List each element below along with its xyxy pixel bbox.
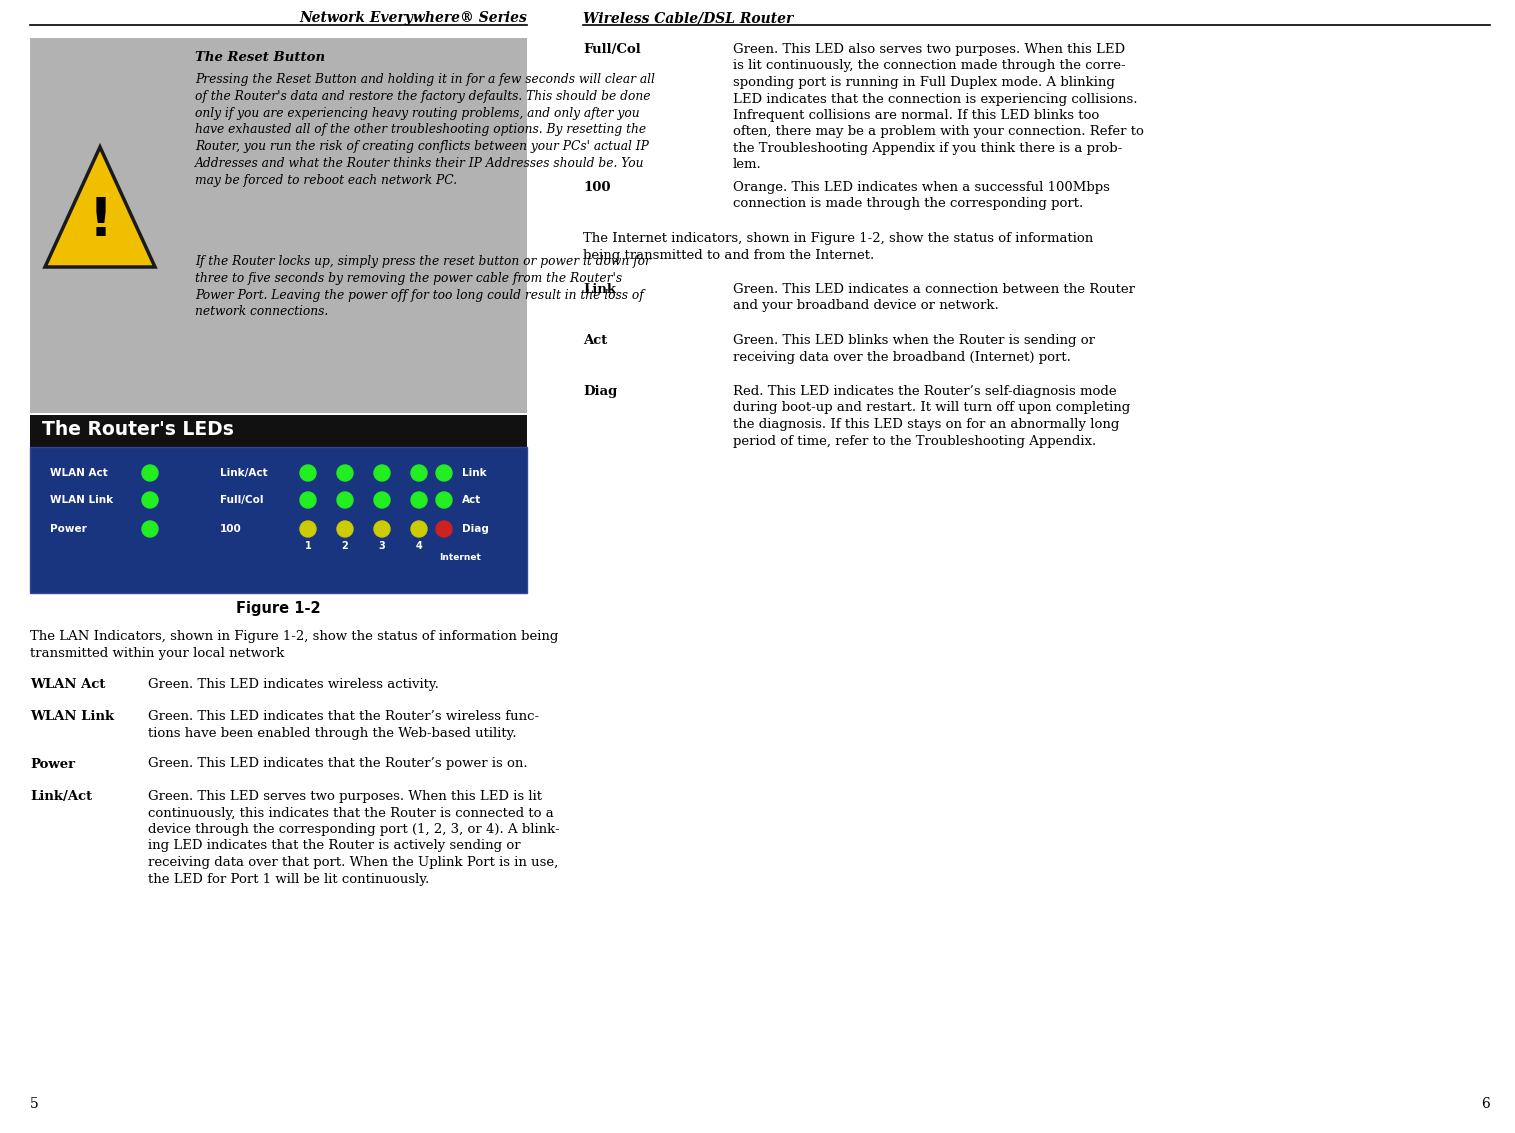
Circle shape	[411, 465, 427, 482]
Circle shape	[300, 521, 317, 537]
Text: Green. This LED serves two purposes. When this LED is lit
continuously, this ind: Green. This LED serves two purposes. Whe…	[148, 790, 559, 886]
Text: The Reset Button: The Reset Button	[195, 51, 326, 63]
Text: WLAN Act: WLAN Act	[50, 468, 108, 478]
Text: Green. This LED indicates that the Router’s wireless func-
tions have been enabl: Green. This LED indicates that the Route…	[148, 710, 539, 740]
Text: 3: 3	[379, 540, 385, 551]
Text: The Router's LEDs: The Router's LEDs	[42, 420, 233, 438]
Text: 6: 6	[1482, 1097, 1489, 1111]
Text: Full/Col: Full/Col	[220, 495, 264, 505]
Text: Link/Act: Link/Act	[30, 790, 92, 803]
Text: The LAN Indicators, shown in Figure 1-2, show the status of information being
tr: The LAN Indicators, shown in Figure 1-2,…	[30, 630, 559, 659]
Circle shape	[436, 521, 451, 537]
Text: Green. This LED indicates a connection between the Router
and your broadband dev: Green. This LED indicates a connection b…	[733, 283, 1135, 313]
Text: Green. This LED indicates that the Router’s power is on.: Green. This LED indicates that the Route…	[148, 758, 527, 770]
FancyBboxPatch shape	[30, 415, 527, 448]
Text: 1: 1	[305, 540, 312, 551]
Circle shape	[300, 492, 317, 508]
Text: Act: Act	[462, 495, 482, 505]
Text: Power: Power	[30, 758, 76, 770]
Text: WLAN Act: WLAN Act	[30, 678, 106, 691]
Circle shape	[336, 521, 353, 537]
Circle shape	[374, 465, 389, 482]
Circle shape	[374, 521, 389, 537]
Circle shape	[336, 465, 353, 482]
Text: Internet: Internet	[439, 553, 480, 562]
Circle shape	[142, 521, 158, 537]
Circle shape	[436, 465, 451, 482]
Text: Diag: Diag	[462, 523, 489, 534]
Text: Green. This LED also serves two purposes. When this LED
is lit continuously, the: Green. This LED also serves two purposes…	[733, 43, 1144, 171]
Text: WLAN Link: WLAN Link	[30, 710, 114, 724]
Circle shape	[142, 465, 158, 482]
Circle shape	[436, 492, 451, 508]
Text: Link/Act: Link/Act	[220, 468, 268, 478]
Circle shape	[336, 492, 353, 508]
Text: Power: Power	[50, 523, 86, 534]
Text: WLAN Link: WLAN Link	[50, 495, 114, 505]
Text: Green. This LED indicates wireless activity.: Green. This LED indicates wireless activ…	[148, 678, 439, 691]
Text: If the Router locks up, simply press the reset button or power it down for
three: If the Router locks up, simply press the…	[195, 255, 651, 318]
Text: Diag: Diag	[583, 385, 617, 398]
Text: Network Everywhere® Series: Network Everywhere® Series	[300, 11, 527, 25]
Text: Orange. This LED indicates when a successful 100Mbps
connection is made through : Orange. This LED indicates when a succes…	[733, 181, 1110, 211]
Circle shape	[411, 492, 427, 508]
FancyBboxPatch shape	[30, 448, 527, 593]
Text: 5: 5	[30, 1097, 39, 1111]
Text: The Internet indicators, shown in Figure 1-2, show the status of information
bei: The Internet indicators, shown in Figure…	[583, 232, 1094, 262]
Text: Link: Link	[583, 283, 617, 296]
Text: 4: 4	[415, 540, 423, 551]
Text: 100: 100	[220, 523, 242, 534]
Text: Link: Link	[462, 468, 486, 478]
Text: 2: 2	[341, 540, 348, 551]
Circle shape	[300, 465, 317, 482]
Text: Green. This LED blinks when the Router is sending or
receiving data over the bro: Green. This LED blinks when the Router i…	[733, 334, 1095, 364]
Text: Red. This LED indicates the Router’s self-diagnosis mode
during boot-up and rest: Red. This LED indicates the Router’s sel…	[733, 385, 1130, 448]
Text: Pressing the Reset Button and holding it in for a few seconds will clear all
of : Pressing the Reset Button and holding it…	[195, 73, 654, 187]
Polygon shape	[45, 147, 155, 267]
Circle shape	[374, 492, 389, 508]
Text: Full/Col: Full/Col	[583, 43, 641, 56]
Text: 100: 100	[583, 181, 611, 194]
Text: !: !	[89, 195, 114, 247]
Text: Figure 1-2: Figure 1-2	[236, 600, 320, 616]
FancyBboxPatch shape	[30, 39, 527, 414]
Circle shape	[411, 521, 427, 537]
Text: Act: Act	[583, 334, 608, 347]
Circle shape	[142, 492, 158, 508]
Text: Wireless Cable/DSL Router: Wireless Cable/DSL Router	[583, 11, 794, 25]
